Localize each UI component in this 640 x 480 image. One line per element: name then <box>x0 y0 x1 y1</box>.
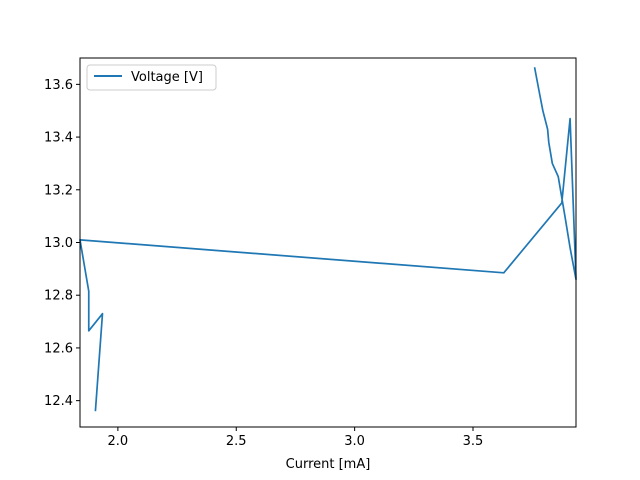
y-tick-label: 12.4 <box>44 394 73 409</box>
y-tick-label: 13.0 <box>44 236 73 251</box>
plot-area <box>79 57 577 428</box>
y-tick-label: 12.6 <box>44 341 73 356</box>
legend-label: Voltage [V] <box>131 70 203 85</box>
series-line-0 <box>79 67 577 412</box>
series-layer <box>79 67 577 412</box>
x-tick-label: 2.0 <box>108 434 129 449</box>
y-tick-label: 12.8 <box>44 289 73 304</box>
x-axis-ticks: 2.0 2.5 3.0 3.5 <box>108 427 484 449</box>
x-tick-label: 2.5 <box>226 434 247 449</box>
y-tick-label: 13.2 <box>44 183 73 198</box>
y-axis-ticks: 12.4 12.6 12.8 13.0 13.2 13.4 13.6 <box>44 78 80 409</box>
y-tick-label: 13.6 <box>44 78 73 93</box>
legend: Voltage [V] <box>86 64 217 91</box>
x-axis-label: Current [mA] <box>286 457 371 472</box>
y-tick-label: 13.4 <box>44 131 73 146</box>
x-tick-label: 3.0 <box>344 434 365 449</box>
x-tick-label: 3.5 <box>463 434 484 449</box>
legend-box <box>86 64 217 91</box>
